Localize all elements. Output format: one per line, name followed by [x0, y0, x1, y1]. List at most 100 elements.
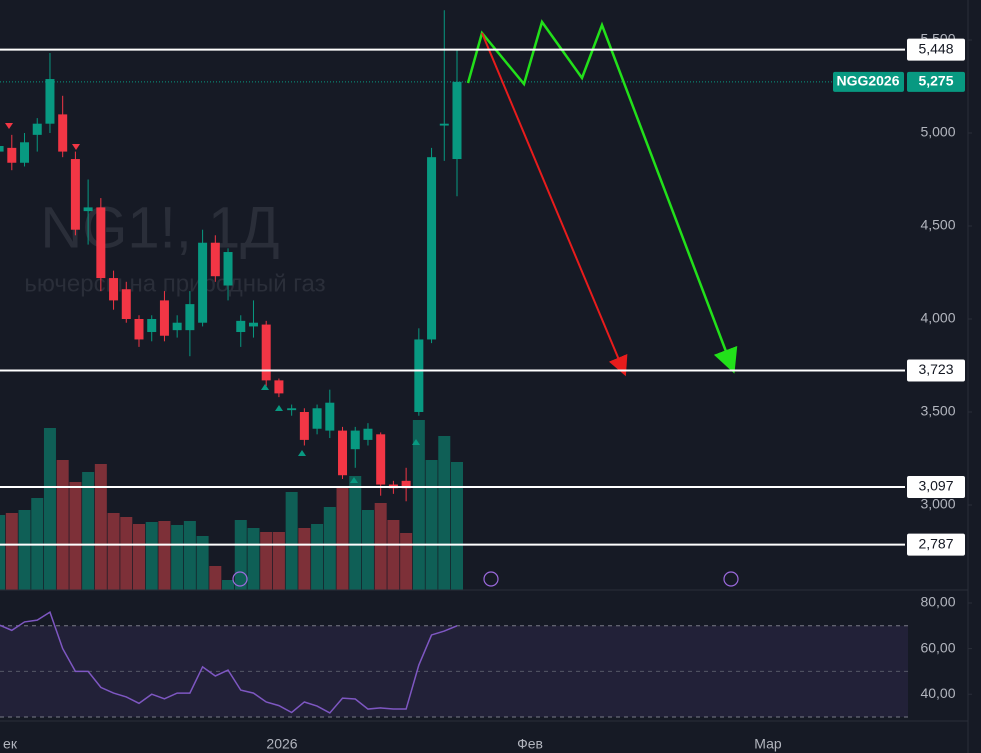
rsi-band: [0, 625, 908, 718]
candle-body: [121, 289, 131, 319]
candle-body: [401, 480, 411, 489]
volume-bar: [158, 521, 171, 590]
drawing-red-arrow: [481, 32, 628, 377]
candle-body: [274, 380, 284, 394]
candle-body: [414, 339, 424, 412]
volume-bar: [311, 524, 324, 590]
candle-body: [363, 428, 373, 440]
volume-bar: [171, 525, 184, 590]
candle-body: [83, 207, 93, 212]
signal-up: [350, 477, 358, 483]
last-price-name: NGG2026: [836, 73, 899, 89]
candle-body: [45, 79, 55, 124]
signal-up: [412, 439, 420, 445]
volume-bar: [120, 517, 133, 590]
volume-bar: [285, 492, 298, 590]
level-label: 3,723: [918, 361, 953, 377]
candle-body: [32, 123, 42, 135]
candle-body: [325, 402, 335, 431]
volume-bar: [43, 428, 56, 590]
y-tick-label: 4,000: [920, 310, 955, 326]
signal-up: [298, 450, 306, 456]
level-label: 5,448: [918, 40, 953, 56]
rsi-y-tick-label: 40,00: [920, 685, 955, 701]
volume-bar: [56, 460, 69, 590]
candle-body: [236, 320, 246, 333]
x-axis-label: Мар: [754, 736, 782, 752]
volume-bar: [272, 532, 285, 590]
candle-body: [20, 142, 30, 163]
signal-up: [261, 384, 269, 390]
signal-markers: [5, 123, 80, 150]
candle-body: [338, 430, 348, 476]
volume-bar: [336, 488, 349, 590]
rsi-y-tick-label: 80,00: [920, 594, 955, 610]
signal-markers: [261, 384, 420, 483]
candle-body: [427, 157, 437, 340]
watermark-title: NG1!, 1Д: [40, 195, 279, 260]
candle-body: [147, 318, 157, 333]
volume-bar: [107, 513, 120, 590]
volume-bar: [94, 464, 107, 590]
candle-body: [159, 300, 169, 336]
level-label: 3,097: [918, 478, 953, 494]
rsi-line: [0, 610, 458, 714]
volume-bar: [387, 520, 400, 590]
signal-down: [5, 123, 13, 129]
signal-down: [72, 144, 80, 150]
x-axis-label: 2026: [266, 736, 297, 752]
volume-bar: [234, 520, 247, 590]
last-price-name-box: [833, 71, 904, 92]
volume-bar: [298, 528, 311, 590]
volume-bar: [0, 515, 6, 590]
candle-body: [261, 324, 271, 381]
candle-body: [223, 252, 233, 286]
event-icon[interactable]: [232, 571, 248, 587]
volume-bar: [183, 521, 196, 590]
volume-bar: [438, 436, 451, 590]
candle-body: [109, 278, 119, 301]
candle-body: [70, 159, 80, 230]
candle-body: [0, 146, 4, 152]
candle-body: [452, 81, 462, 160]
volume-bar: [374, 503, 387, 590]
volume-bar: [209, 566, 222, 590]
volume-bar: [145, 522, 158, 590]
event-icon[interactable]: [723, 571, 739, 587]
volume-bar: [260, 532, 273, 590]
volume-bar: [196, 536, 209, 590]
last-price-label: 5,275: [918, 73, 953, 89]
volume-bar: [412, 420, 425, 590]
event-icon[interactable]: [483, 571, 499, 587]
level-box: [907, 475, 965, 498]
volume-bar: [18, 510, 31, 590]
volume-bar: [82, 472, 95, 590]
x-axis-label: ек: [3, 736, 18, 752]
candle-body: [58, 114, 68, 152]
volume-bar: [133, 524, 145, 590]
candle-body: [198, 242, 208, 323]
volume-bar: [69, 482, 82, 590]
candle-body: [185, 304, 195, 331]
candle-body: [376, 434, 386, 485]
x-axis-label: Фев: [517, 736, 543, 752]
rsi-y-tick-label: 60,00: [920, 639, 955, 655]
volume-bar: [323, 507, 336, 590]
volume-bar: [222, 580, 235, 590]
y-tick-label: 4,500: [920, 217, 955, 233]
candle-body: [96, 207, 106, 279]
volume-bar: [247, 528, 260, 590]
volume-bar: [349, 476, 362, 590]
candle-body: [312, 408, 322, 429]
y-tick-label: 3,000: [920, 496, 955, 512]
candle-body: [134, 318, 144, 340]
candle-body: [299, 411, 309, 440]
candle-body: [248, 322, 258, 327]
level-box: [907, 359, 965, 382]
candle-body: [210, 242, 220, 277]
y-tick-label: 5,000: [920, 124, 955, 140]
volume-bar: [361, 510, 374, 590]
level-box: [907, 38, 965, 61]
